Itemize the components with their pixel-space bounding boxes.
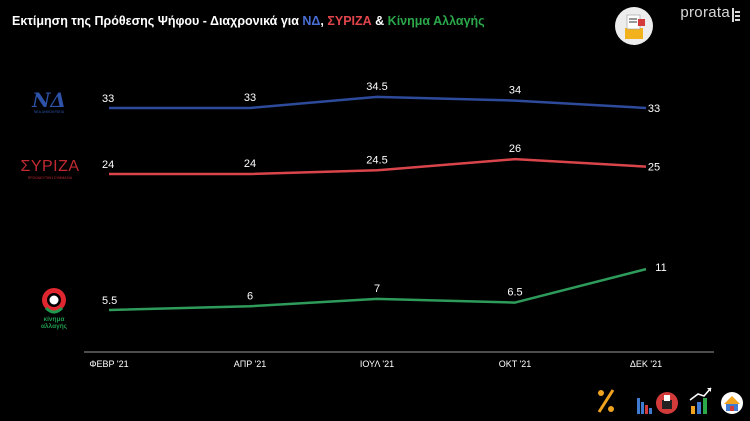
data-label-kinal-2: 7 xyxy=(374,283,380,295)
x-tick-labels: ΦΕΒΡ '21 ΑΠΡ '21 ΙΟΥΛ '21 ΟΚΤ '21 ΔΕΚ '21 xyxy=(89,359,662,369)
data-label-syriza-3: 26 xyxy=(509,143,521,155)
series-line-syriza xyxy=(109,157,647,176)
title-nd: ΝΔ xyxy=(302,14,321,28)
house-icon xyxy=(721,392,743,414)
data-label-syriza-2: 24.5 xyxy=(366,154,387,166)
data-label-kinal-4: 11 xyxy=(655,262,666,274)
brand-logo-badge xyxy=(614,6,654,46)
ballot-box-icon xyxy=(656,392,678,414)
series-line-nd xyxy=(109,95,647,110)
kinal-logo-line2: αλλαγής xyxy=(40,323,68,330)
data-label-syriza-4: 25 xyxy=(648,162,660,174)
x-tick-label-2: ΙΟΥΛ '21 xyxy=(360,359,394,369)
data-label-kinal-1: 6 xyxy=(247,290,253,302)
title-kinal: Κίνημα Αλλαγής xyxy=(387,14,485,28)
data-label-nd-0: 33 xyxy=(102,93,114,105)
data-label-kinal-0: 5.5 xyxy=(102,295,117,307)
nd-logo-letters: ΝΔ xyxy=(32,88,66,112)
x-tick-label-0: ΦΕΒΡ '21 xyxy=(89,359,128,369)
syriza-logo: ΣΥΡΙΖΑ ΠΡΟΟΔΕΥΤΙΚΗ ΣΥΜΜΑΧΙΑ xyxy=(20,158,80,186)
bottom-icon-bar xyxy=(596,386,746,416)
percent-icon xyxy=(597,389,615,413)
brand-mark-icon xyxy=(732,8,740,22)
data-label-nd-1: 33 xyxy=(244,92,256,104)
title-sep1: , xyxy=(320,14,328,28)
data-label-syriza-1: 24 xyxy=(244,158,256,170)
data-label-kinal-3: 6.5 xyxy=(507,287,522,299)
trend-up-icon xyxy=(689,387,712,414)
x-tick-label-1: ΑΠΡ '21 xyxy=(234,359,267,369)
data-labels: 33 33 34.5 34 33 24 24 24.5 26 25 5.5 6 7 6.5 11 xyxy=(102,81,667,307)
syriza-logo-letters: ΣΥΡΙΖΑ xyxy=(20,158,80,175)
series-lines xyxy=(108,95,647,312)
data-label-nd-4: 33 xyxy=(648,103,660,115)
brand-name: prorata xyxy=(680,4,730,21)
title-syriza: ΣΥΡΙΖΑ xyxy=(327,14,372,28)
x-tick-label-3: ΟΚΤ '21 xyxy=(499,359,532,369)
kinal-logo: κίνημα αλλαγής xyxy=(32,286,76,332)
title-prefix: Εκτίμηση της Πρόθεσης Ψήφου - Διαχρονικά… xyxy=(12,14,303,28)
series-line-kinal xyxy=(108,267,647,312)
nd-logo: ΝΔ ΝΕΑ ΔΗΜΟΚΡΑΤΙΑ xyxy=(26,90,72,120)
ballot-logo-icon xyxy=(615,7,653,45)
title-sep2: & xyxy=(371,14,388,28)
kinal-logo-line1: κίνημα xyxy=(43,316,65,323)
syriza-logo-subtitle: ΠΡΟΟΔΕΥΤΙΚΗ ΣΥΜΜΑΧΙΑ xyxy=(27,176,73,180)
chart-title: Εκτίμηση της Πρόθεσης Ψήφου - Διαχρονικά… xyxy=(12,14,485,28)
brand-area: prorata xyxy=(666,4,740,26)
data-label-nd-3: 34 xyxy=(509,85,521,97)
data-label-syriza-0: 24 xyxy=(102,159,114,171)
nd-logo-subtitle: ΝΕΑ ΔΗΜΟΚΡΑΤΙΑ xyxy=(33,110,65,114)
kinal-flower-icon xyxy=(42,288,66,314)
x-tick-label-4: ΔΕΚ '21 xyxy=(630,359,662,369)
bar-chart-icon xyxy=(637,398,652,414)
data-label-nd-2: 34.5 xyxy=(366,81,387,93)
